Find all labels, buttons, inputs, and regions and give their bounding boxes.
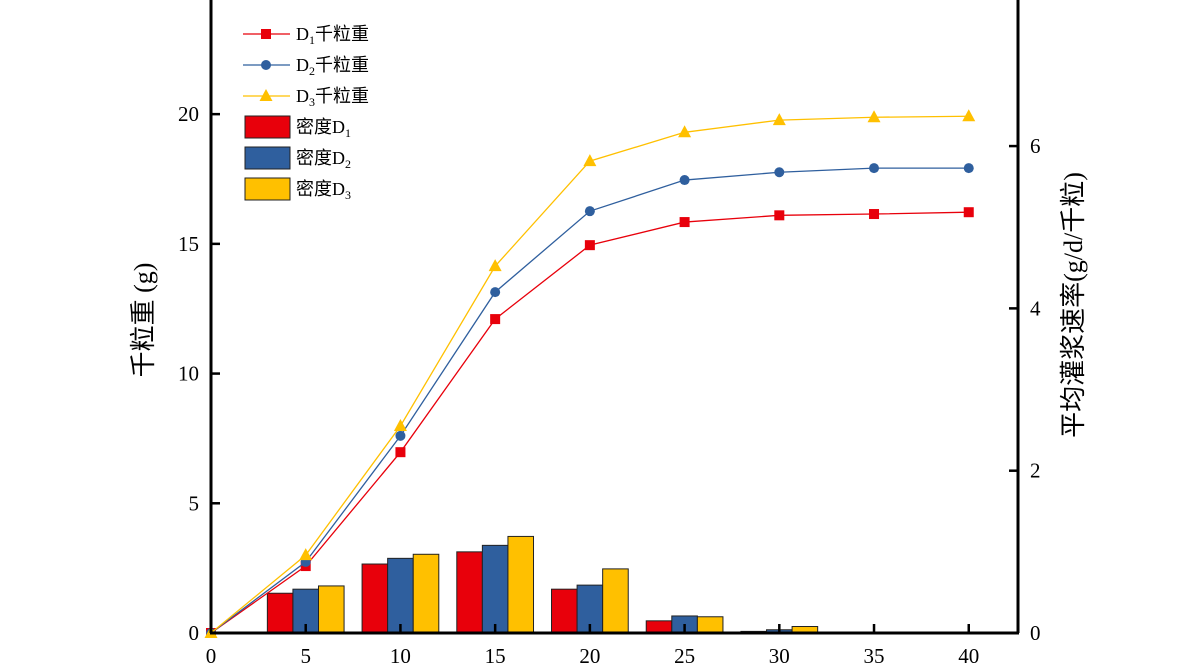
y-right-tick-label-0: 0 [1030,621,1041,645]
x-tick-label-30: 30 [769,644,790,664]
legend-label-1: D1千粒重 [296,24,369,47]
point-1-40 [963,207,974,218]
legend-bar-label-3: 密度D3 [296,179,351,202]
point-1-10 [395,447,406,458]
line-series-1 [210,211,969,634]
y-axis-right-title: 平均灌浆速率(g/d/千粒) [1059,172,1088,438]
legend-bar-label-2: 密度D2 [296,148,351,171]
point-2-30 [774,167,785,178]
legend-label-3: D3千粒重 [296,86,369,109]
point-3-5 [299,548,313,561]
x-tick-label-15: 15 [485,644,506,664]
point-2-10 [395,430,406,441]
point-1-20 [584,240,595,251]
y-right-tick-label-4: 4 [1030,296,1041,320]
bar-3-25 [696,616,724,634]
legend-swatch-1 [244,115,291,139]
point-3-10 [393,418,407,431]
y-left-tick-label-10: 10 [178,362,199,386]
y-left-tick-label-5: 5 [189,491,200,515]
legend-marker-1 [261,29,271,39]
bar-3-10 [412,553,440,634]
x-tick-label-20: 20 [579,644,600,664]
x-tick-label-0: 0 [206,644,217,664]
legend-marker-2 [261,60,271,70]
legend-marker-3 [259,89,273,101]
axes-layer: 0 5 10 15 20 25 30 35 40 0 5 10 15 20 0 2 4 6 [178,0,1041,664]
point-2-35 [869,163,880,174]
bar-3-15 [507,535,535,634]
y-left-tick-label-15: 15 [178,232,199,256]
bar-1-20 [551,588,578,634]
bar-3-20 [602,568,629,634]
point-2-25 [679,175,690,186]
x-tick-label-40: 40 [958,644,979,664]
y-left-tick-label-0: 0 [189,621,200,645]
point-3-15 [488,259,502,272]
x-tick-label-10: 10 [390,644,411,664]
legend-label-2: D2千粒重 [296,55,369,78]
point-2-40 [963,163,974,174]
point-3-35 [867,110,881,123]
point-1-30 [774,210,785,221]
y-axis-left-title: 千粒重 (g) [129,263,158,378]
y-right-tick-label-2: 2 [1030,459,1041,483]
point-3-20 [583,154,597,167]
x-tick-label-5: 5 [300,644,311,664]
bar-3-5 [318,585,345,634]
bar-1-15 [456,551,483,634]
point-2-20 [584,206,595,217]
line-series-2 [210,167,969,634]
point-3-40 [962,109,976,122]
point-1-15 [490,314,501,325]
bar-2-10 [387,557,414,634]
bar-1-25 [645,620,673,634]
bars-layer [266,535,819,634]
point-3-30 [772,113,786,126]
bar-1-10 [361,563,389,634]
legend-swatch-2 [244,146,291,170]
y-left-tick-label-20: 20 [178,102,199,126]
bar-1-5 [266,592,294,634]
point-1-35 [869,209,880,220]
bar-2-15 [481,544,509,634]
point-1-25 [679,217,690,228]
y-right-tick-label-6: 6 [1030,134,1041,158]
legend-swatch-3 [244,177,291,201]
point-2-15 [490,287,501,298]
point-3-25 [678,125,692,138]
x-tick-label-35: 35 [864,644,885,664]
x-tick-label-25: 25 [674,644,695,664]
legend-bar-label-1: 密度D1 [296,117,351,140]
